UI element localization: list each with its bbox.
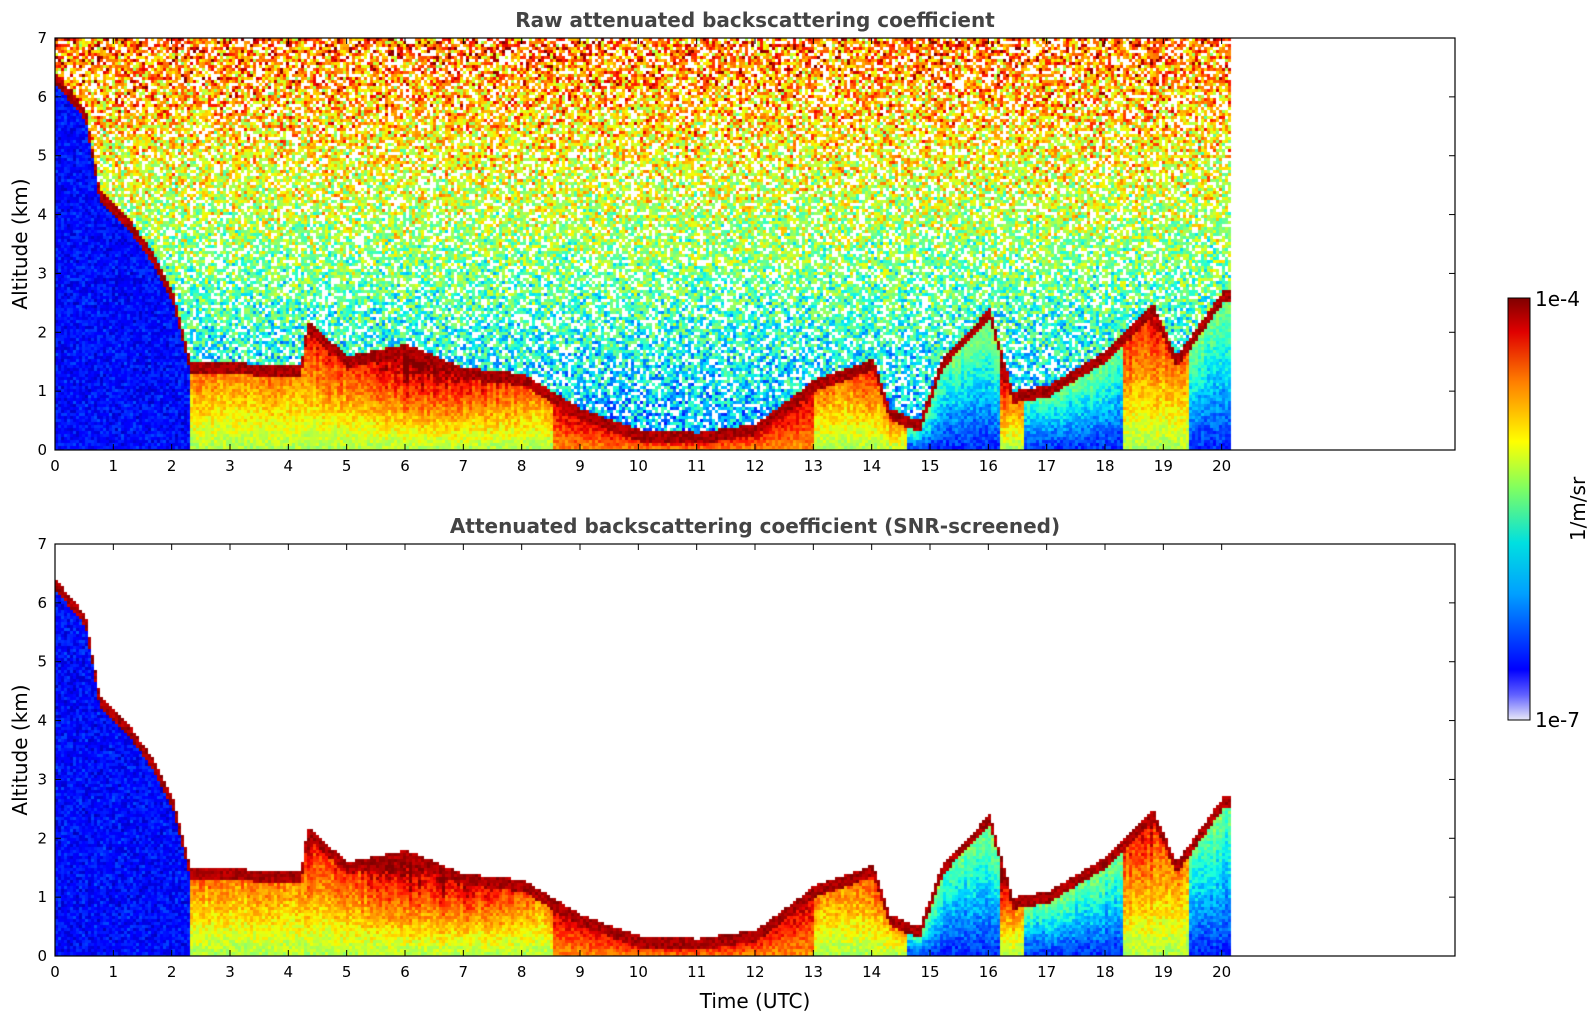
- y-tick-label: 3: [37, 264, 47, 282]
- colorbar-max-label: 1e-4: [1535, 287, 1580, 311]
- x-tick-label: 2: [167, 457, 177, 475]
- x-tick-label: 6: [400, 457, 410, 475]
- x-tick-label: 1: [109, 963, 119, 981]
- x-tick-label: 3: [225, 457, 235, 475]
- heatmap-raw: [55, 38, 1455, 450]
- x-tick-label: 12: [745, 963, 764, 981]
- x-tick-label: 9: [575, 457, 585, 475]
- ylabel-raw: Altitude (km): [8, 178, 32, 309]
- y-tick-label: 2: [37, 323, 47, 341]
- y-tick-label: 7: [37, 535, 47, 553]
- y-tick-label: 6: [37, 594, 47, 612]
- x-tick-label: 5: [342, 457, 352, 475]
- y-tick-label: 5: [37, 653, 47, 671]
- x-tick-label: 19: [1154, 457, 1173, 475]
- x-tick-label: 19: [1154, 963, 1173, 981]
- x-tick-label: 0: [50, 457, 60, 475]
- colorbar-min-label: 1e-7: [1535, 708, 1580, 732]
- y-tick-label: 1: [37, 888, 47, 906]
- y-tick-label: 5: [37, 147, 47, 165]
- x-tick-label: 4: [284, 457, 294, 475]
- x-tick-label: 11: [687, 457, 706, 475]
- x-tick-label: 15: [920, 457, 939, 475]
- x-tick-label: 20: [1212, 457, 1231, 475]
- x-tick-label: 2: [167, 963, 177, 981]
- x-tick-label: 8: [517, 457, 527, 475]
- y-tick-label: 6: [37, 88, 47, 106]
- y-tick-label: 4: [37, 712, 47, 730]
- colorbar: 1e-4 1e-7 1/m/sr: [1507, 287, 1590, 732]
- x-tick-label: 10: [629, 457, 648, 475]
- y-tick-label: 0: [37, 947, 47, 965]
- panel-title-raw: Raw attenuated backscattering coefficien…: [515, 8, 995, 32]
- y-tick-label: 4: [37, 206, 47, 224]
- x-tick-label: 3: [225, 963, 235, 981]
- x-tick-label: 7: [459, 963, 469, 981]
- x-tick-label: 18: [1095, 963, 1114, 981]
- heatmap-image: [55, 38, 1455, 450]
- x-tick-label: 1: [109, 457, 119, 475]
- x-tick-label: 14: [862, 457, 881, 475]
- panel-raw: Raw attenuated backscattering coefficien…: [8, 8, 1456, 475]
- x-tick-label: 18: [1095, 457, 1114, 475]
- x-tick-label: 20: [1212, 963, 1231, 981]
- x-tick-label: 17: [1037, 457, 1056, 475]
- y-tick-label: 3: [37, 770, 47, 788]
- xlabel-screened: Time (UTC): [699, 989, 811, 1013]
- heatmap-image: [55, 544, 1455, 956]
- y-tick-label: 1: [37, 382, 47, 400]
- y-tick-label: 7: [37, 29, 47, 47]
- x-tick-label: 8: [517, 963, 527, 981]
- x-tick-label: 16: [979, 457, 998, 475]
- y-tick-label: 0: [37, 441, 47, 459]
- x-tick-label: 13: [804, 963, 823, 981]
- x-tick-label: 10: [629, 963, 648, 981]
- colorbar-gradient: [1507, 297, 1531, 721]
- colorbar-unit-label: 1/m/sr: [1566, 476, 1590, 541]
- x-tick-label: 12: [745, 457, 764, 475]
- x-tick-label: 11: [687, 963, 706, 981]
- y-tick-label: 2: [37, 829, 47, 847]
- panel-screened: Attenuated backscattering coefficient (S…: [8, 514, 1456, 1013]
- x-tick-label: 7: [459, 457, 469, 475]
- x-tick-label: 14: [862, 963, 881, 981]
- x-tick-label: 5: [342, 963, 352, 981]
- ylabel-screened: Altitude (km): [8, 684, 32, 815]
- x-tick-label: 6: [400, 963, 410, 981]
- x-tick-label: 17: [1037, 963, 1056, 981]
- x-tick-label: 4: [284, 963, 294, 981]
- x-tick-label: 15: [920, 963, 939, 981]
- x-tick-label: 0: [50, 963, 60, 981]
- panel-title-screened: Attenuated backscattering coefficient (S…: [450, 514, 1060, 538]
- heatmap-screened: [55, 544, 1455, 956]
- x-tick-label: 9: [575, 963, 585, 981]
- x-tick-label: 16: [979, 963, 998, 981]
- x-tick-label: 13: [804, 457, 823, 475]
